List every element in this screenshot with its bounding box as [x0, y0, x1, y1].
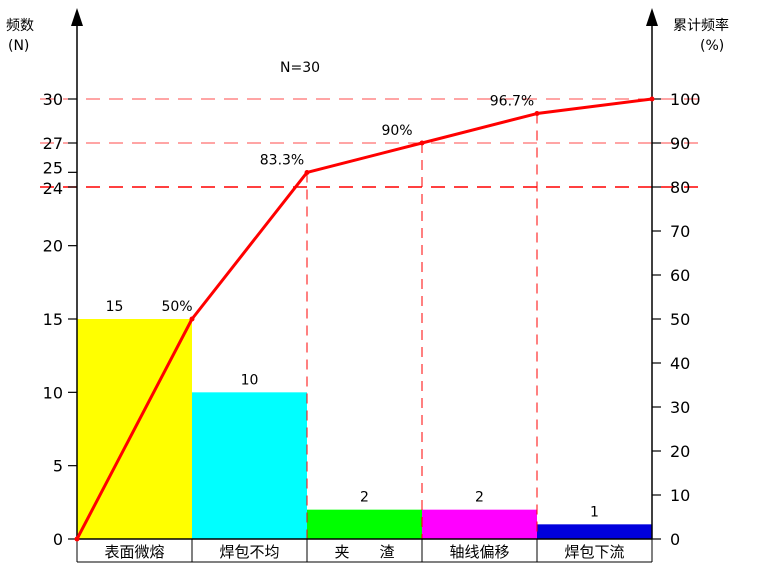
cumulative-label-4: 96.7%: [490, 94, 534, 110]
right-axis-title: 累计频率: [673, 17, 729, 34]
axes-layer: 0 5 10 15 20 24 25 27 30 0 10 20 30 40 50 60 70 80 90 100: [43, 8, 701, 563]
category-label-4: 轴线偏移: [449, 543, 509, 561]
right-tick-label-80: 80: [670, 178, 690, 197]
category-label-3: 夹 渣: [334, 543, 394, 561]
bar-4: [422, 509, 537, 539]
right-tick-label-20: 20: [670, 442, 690, 461]
right-axis-arrow: [646, 8, 658, 26]
left-tick-label-10: 10: [43, 383, 63, 402]
category-label-1: 表面微熔: [104, 543, 164, 561]
right-axis-unit: (%): [700, 38, 724, 54]
left-tick-label-24: 24: [43, 179, 63, 198]
right-tick-label-0: 0: [670, 530, 680, 549]
category-label-5: 焊包下流: [564, 543, 624, 561]
data-labels: 15 10 2 2 1 50% 83.3% 90% 96.7%: [106, 94, 599, 521]
cumulative-point-3: [419, 140, 425, 146]
left-axis-arrow: [71, 8, 83, 26]
value-label-5: 1: [590, 504, 599, 520]
cumulative-point-0: [74, 536, 80, 542]
cumulative-point-4: [534, 111, 540, 117]
left-tick-label-30: 30: [43, 90, 63, 109]
category-label-2: 焊包不均: [219, 543, 279, 561]
right-tick-label-90: 90: [670, 134, 690, 153]
total-label: N=30: [280, 60, 320, 76]
bar-2: [192, 392, 307, 539]
right-tick-label-10: 10: [670, 486, 690, 505]
bars-layer: [77, 319, 652, 539]
left-tick-label-27: 27: [43, 134, 63, 153]
left-axis-title: 频数: [6, 18, 34, 34]
right-tick-label-100: 100: [670, 90, 701, 109]
right-tick-label-50: 50: [670, 310, 690, 329]
left-tick-label-25: 25: [43, 158, 63, 177]
value-label-2: 10: [241, 372, 259, 388]
cumulative-point-5: [649, 96, 655, 102]
cumulative-line: [75, 97, 653, 540]
category-labels: 表面微熔 焊包不均 夹 渣 轴线偏移 焊包下流: [104, 543, 624, 561]
left-tick-label-15: 15: [43, 310, 63, 329]
value-label-4: 2: [475, 490, 484, 506]
value-label-1: 15: [106, 299, 124, 315]
value-label-3: 2: [360, 490, 369, 506]
cumulative-label-3: 90%: [381, 123, 412, 139]
right-tick-label-60: 60: [670, 266, 690, 285]
left-tick-label-20: 20: [43, 237, 63, 256]
cumulative-label-2: 83.3%: [260, 152, 304, 168]
cumulative-point-2: [304, 169, 310, 175]
right-tick-label-70: 70: [670, 222, 690, 241]
right-tick-label-30: 30: [670, 398, 690, 417]
bar-3: [307, 509, 422, 539]
bar-5: [537, 524, 652, 539]
left-axis-unit: (N): [8, 38, 29, 54]
left-tick-label-0: 0: [53, 530, 63, 549]
cumulative-label-1: 50%: [161, 299, 192, 315]
reference-lines: [40, 98, 700, 539]
right-tick-label-40: 40: [670, 354, 690, 373]
cumulative-line-layer: [74, 96, 655, 542]
cumulative-point-1: [189, 316, 195, 322]
left-tick-label-5: 5: [53, 457, 63, 476]
